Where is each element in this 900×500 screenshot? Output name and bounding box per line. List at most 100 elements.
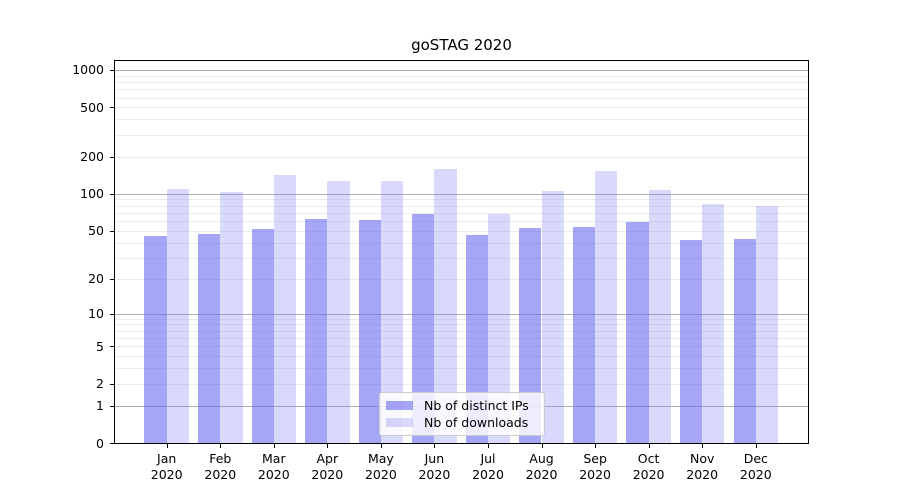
x-tick-mark [702, 444, 704, 448]
y-tick-label: 100 [80, 186, 104, 202]
gridline-minor [115, 119, 808, 121]
gridline-minor [115, 324, 808, 326]
bar-distinct-ips [733, 238, 756, 443]
bar-distinct-ips [465, 235, 488, 443]
gridline-minor [115, 134, 808, 136]
gridline-minor [115, 75, 808, 77]
x-tick-mark [488, 444, 489, 448]
y-tick-mark [110, 346, 114, 348]
y-tick-label: 50 [88, 223, 104, 239]
y-tick-label: 500 [80, 99, 104, 115]
x-tick-mark [595, 444, 597, 448]
bar-distinct-ips [305, 219, 328, 443]
bar-downloads [220, 192, 243, 443]
legend-swatch-distinct-ips [386, 401, 413, 410]
bar-downloads [273, 174, 297, 443]
bar-distinct-ips [358, 220, 381, 443]
x-tick-label: Sep 2020 [579, 451, 611, 482]
gridline-minor [115, 205, 808, 207]
legend: Nb of distinct IPs Nb of downloads [379, 392, 545, 436]
x-tick-mark [220, 444, 222, 448]
bar-downloads [755, 205, 779, 443]
bar-downloads [488, 214, 511, 443]
gridline-minor [115, 107, 808, 109]
y-tick-label: 1 [96, 398, 104, 414]
gridline-minor [115, 82, 808, 83]
gridline-minor [115, 337, 808, 339]
bar-downloads [648, 189, 671, 443]
x-tick-label: Aug 2020 [525, 451, 558, 482]
bar-downloads [434, 168, 457, 443]
x-tick-mark [380, 444, 382, 448]
y-tick-mark [110, 443, 114, 444]
gridline-minor [115, 257, 808, 259]
x-tick-label: May 2020 [364, 451, 397, 482]
bar-distinct-ips [572, 226, 596, 443]
bar-distinct-ips [144, 236, 167, 443]
gridline-minor [115, 212, 808, 214]
y-tick-mark [110, 278, 114, 280]
gridline-minor [115, 199, 808, 201]
x-tick-mark [327, 444, 329, 448]
x-tick-label: Oct 2020 [632, 451, 665, 482]
x-tick-label: Jul 2020 [472, 451, 504, 482]
y-tick-label: 5 [96, 338, 104, 354]
gridline-minor [115, 221, 808, 222]
y-tick-mark [110, 69, 114, 71]
y-tick-label: 10 [88, 306, 104, 321]
gridline-minor [115, 278, 808, 280]
y-tick-label: 1000 [72, 62, 104, 78]
plot-area [114, 60, 809, 444]
gridline-minor [115, 156, 808, 158]
x-tick-label: Mar 2020 [257, 451, 290, 482]
y-tick-mark [110, 405, 114, 407]
legend-swatch-downloads [386, 418, 413, 427]
gridline-major [115, 313, 808, 315]
gridline-minor [115, 242, 808, 244]
bar-downloads [541, 190, 564, 443]
x-tick-label: Jan 2020 [150, 451, 183, 482]
y-tick-label: 2 [96, 376, 104, 392]
gridline-minor [115, 383, 808, 385]
gridline-minor [115, 356, 808, 358]
y-tick-mark [110, 383, 114, 385]
y-tick-mark [110, 193, 114, 195]
gridline-minor [115, 97, 808, 99]
x-tick-mark [434, 444, 436, 448]
x-tick-mark [755, 444, 757, 448]
gridline-minor [115, 89, 808, 91]
x-tick-mark [166, 444, 168, 448]
bar-distinct-ips [626, 221, 649, 443]
bar-downloads [702, 204, 725, 443]
legend-label-distinct-ips: Nb of distinct IPs [424, 398, 529, 413]
y-tick-mark [110, 107, 114, 109]
y-tick-label: 0 [96, 435, 104, 451]
bar-downloads [327, 181, 350, 443]
x-tick-label: Feb 2020 [204, 451, 237, 482]
bar-distinct-ips [198, 234, 221, 443]
legend-label-downloads: Nb of downloads [424, 415, 529, 430]
x-tick-label: Jun 2020 [418, 451, 451, 482]
x-tick-label: Nov 2020 [686, 451, 719, 482]
bar-distinct-ips [412, 214, 435, 443]
gridline-major [115, 69, 808, 71]
gridline-minor [115, 368, 808, 370]
y-tick-label: 200 [80, 149, 104, 165]
bar-downloads [166, 188, 189, 443]
gridline-minor [115, 230, 808, 232]
x-tick-mark [648, 444, 650, 448]
bar-downloads [380, 181, 404, 443]
legend-row-distinct-ips: Nb of distinct IPs [386, 397, 538, 414]
y-tick-mark [110, 156, 114, 158]
gridline-minor [115, 318, 808, 320]
gridline-minor [115, 330, 808, 332]
y-tick-mark [110, 230, 114, 232]
chart-title: goSTAG 2020 [411, 36, 512, 54]
y-tick-mark [110, 313, 114, 315]
x-tick-mark [541, 444, 543, 448]
x-tick-label: Apr 2020 [311, 451, 344, 482]
bar-distinct-ips [251, 228, 274, 443]
y-tick-label: 20 [88, 271, 104, 287]
bar-downloads [595, 171, 618, 443]
